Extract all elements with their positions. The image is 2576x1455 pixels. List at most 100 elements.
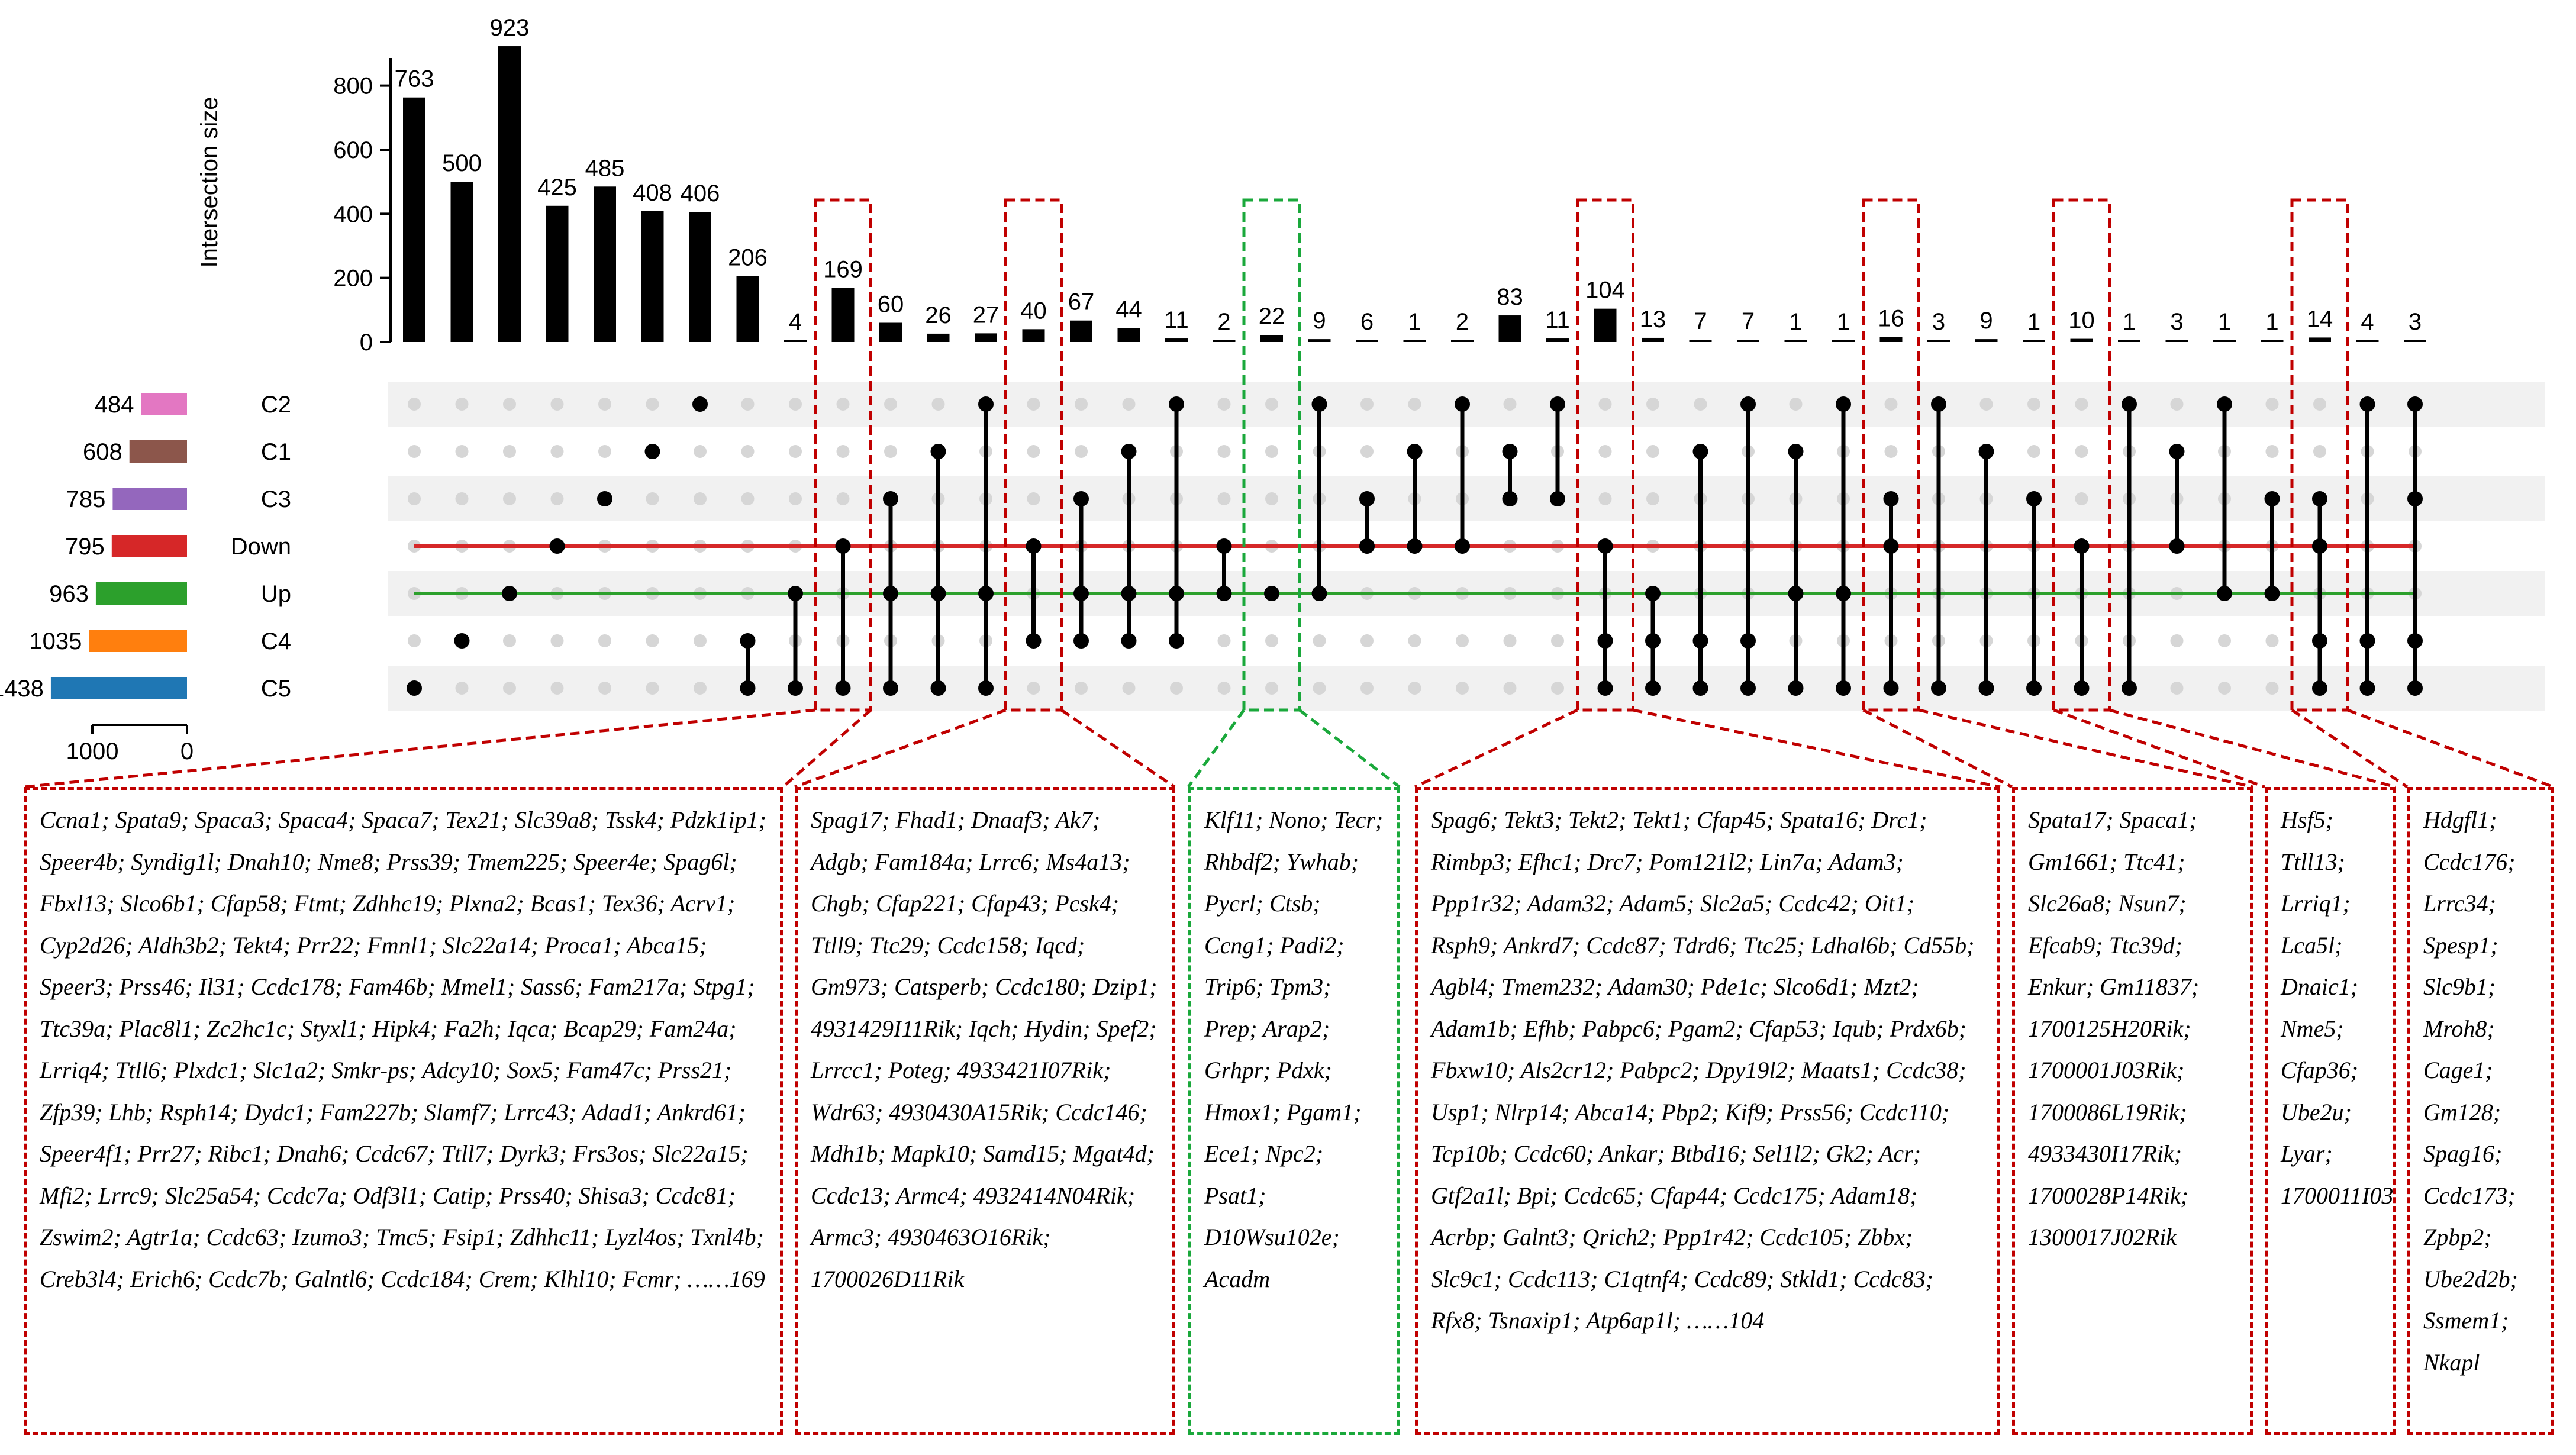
matrix-dot-active: [1026, 633, 1042, 649]
matrix-dot-active: [1216, 586, 1232, 601]
matrix-dot-active: [2026, 680, 2042, 696]
matrix-dot-empty: [836, 398, 850, 411]
matrix-dot-active: [1836, 586, 1851, 601]
matrix-dot-empty: [646, 492, 659, 505]
box-connector: [2108, 708, 2396, 789]
matrix-dot-active: [454, 633, 470, 649]
intersection-bar: [403, 97, 425, 343]
highlight-box: [2290, 198, 2349, 712]
matrix-dot-active: [1502, 444, 1518, 459]
bar-value-label: 13: [1640, 307, 1666, 333]
intersection-bar: [736, 276, 759, 342]
matrix-dot-active: [1740, 680, 1756, 696]
intersection-bar: [546, 205, 569, 342]
matrix-dot-empty: [1408, 634, 1421, 647]
bar-value-label: 1: [1837, 309, 1850, 335]
bar-value-label: 7: [1742, 308, 1755, 334]
matrix-dot-active: [1264, 586, 1279, 601]
matrix-dot-empty: [1456, 682, 1469, 695]
matrix-dot-active: [883, 491, 898, 506]
intersection-bar: [2070, 338, 2093, 342]
matrix-dot-empty: [455, 682, 469, 695]
set-size-label: 795: [65, 534, 105, 560]
matrix-dot-empty: [408, 445, 421, 458]
matrix-dot-active: [2359, 680, 2375, 696]
matrix-dot-active: [2312, 680, 2327, 696]
gene-list-box: Spag17; Fhad1; Dnaaf3; Ak7; Adgb; Fam184…: [795, 787, 1175, 1435]
matrix-dot-empty: [455, 398, 469, 411]
matrix-dot-empty: [598, 398, 611, 411]
matrix-dot-empty: [2218, 634, 2231, 647]
matrix-dot-empty: [836, 492, 850, 505]
bar-value-label: 1: [1408, 309, 1421, 335]
matrix-dot-empty: [1789, 398, 1803, 411]
matrix-dot-active: [930, 680, 946, 696]
highlight-box: [1576, 198, 1634, 712]
y-tick-label: 600: [333, 137, 373, 163]
highlight-box: [814, 198, 872, 712]
intersection-bar: [2309, 337, 2331, 342]
bar-value-label: 763: [395, 66, 434, 92]
matrix-dot-active: [692, 396, 708, 412]
matrix-dot-active: [740, 680, 756, 696]
intersection-bar: [594, 186, 616, 342]
matrix-dot-empty: [503, 398, 516, 411]
bar-value-label: 206: [728, 244, 768, 270]
matrix-dot-active: [2217, 586, 2232, 601]
box-connector: [782, 709, 872, 788]
matrix-dot-active: [1550, 491, 1565, 506]
matrix-dot-empty: [408, 634, 421, 647]
y-tick-label: 200: [333, 266, 373, 292]
matrix-dot-active: [978, 680, 994, 696]
matrix-dot-active: [1740, 396, 1756, 412]
matrix-dot-empty: [2170, 634, 2184, 647]
box-connector: [1060, 708, 1176, 789]
intersection-bar: [2213, 340, 2236, 342]
set-name-label: Down: [231, 534, 291, 560]
bar-value-label: 425: [537, 175, 577, 201]
set-size-bar: [89, 630, 187, 652]
bar-value-label: 3: [2170, 309, 2183, 335]
matrix-dot-empty: [2170, 398, 2184, 411]
intersection-bar: [498, 46, 521, 343]
box-connector: [23, 708, 815, 789]
matrix-dot-active: [883, 680, 898, 696]
matrix-dot-active: [2169, 444, 2185, 459]
gene-list-box: Klf11; Nono; Tecr; Rhbdf2; Ywhab; Pycrl;…: [1188, 787, 1400, 1435]
intersection-bar: [1737, 340, 1759, 342]
matrix-dot-active: [1597, 680, 1613, 696]
matrix-dot-active: [1121, 586, 1137, 601]
box-connector: [2291, 708, 2409, 789]
highlight-box: [1242, 198, 1301, 712]
bar-value-label: 9: [1979, 308, 1993, 334]
matrix-dot-active: [930, 444, 946, 459]
set-size-label: 1035: [29, 628, 82, 654]
matrix-dot-active: [788, 586, 803, 601]
bar-value-label: 485: [585, 155, 625, 181]
bar-value-label: 44: [1115, 296, 1142, 322]
matrix-dot-active: [2026, 491, 2042, 506]
set-size-bar: [111, 535, 187, 557]
intersection-bar: [1642, 337, 1664, 342]
matrix-dot-active: [1026, 538, 1042, 554]
bar-value-label: 1: [2265, 309, 2278, 335]
matrix-dot-empty: [1884, 445, 1898, 458]
matrix-dot-empty: [1122, 682, 1136, 695]
gene-list-text: Hdgfl1; Ccdc176; Lrrc34; Spesp1; Slc9b1;…: [2423, 806, 2524, 1376]
bar-value-label: 22: [1259, 304, 1285, 330]
matrix-dot-active: [1978, 680, 1994, 696]
matrix-dot-active: [1692, 680, 1708, 696]
matrix-dot-empty: [2265, 398, 2279, 411]
matrix-dot-active: [740, 633, 756, 649]
matrix-dot-empty: [1075, 682, 1088, 695]
matrix-dot-empty: [694, 445, 707, 458]
matrix-dot-empty: [408, 398, 421, 411]
bar-value-label: 1: [2123, 309, 2136, 335]
matrix-dot-active: [1407, 538, 1423, 554]
matrix-dot-empty: [1551, 634, 1564, 647]
matrix-dot-empty: [1027, 398, 1040, 411]
matrix-dot-empty: [1265, 445, 1278, 458]
box-connector: [794, 708, 1007, 789]
matrix-dot-empty: [1503, 634, 1517, 647]
matrix-dot-empty: [598, 445, 611, 458]
